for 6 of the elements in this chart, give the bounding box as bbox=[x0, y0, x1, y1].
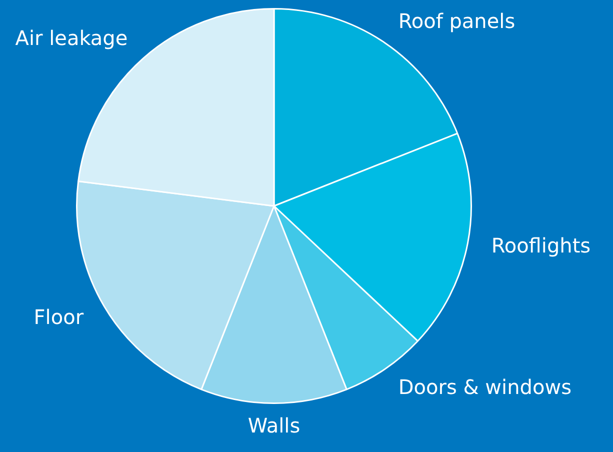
slice-label: Air leakage bbox=[15, 26, 128, 50]
slice-label: Doors & windows bbox=[398, 375, 572, 400]
slice-label: Floor bbox=[34, 304, 84, 329]
slice-label: Rooflights bbox=[491, 234, 591, 258]
slice-label: Walls bbox=[248, 413, 300, 438]
slice-label: Roof panels bbox=[398, 9, 516, 34]
